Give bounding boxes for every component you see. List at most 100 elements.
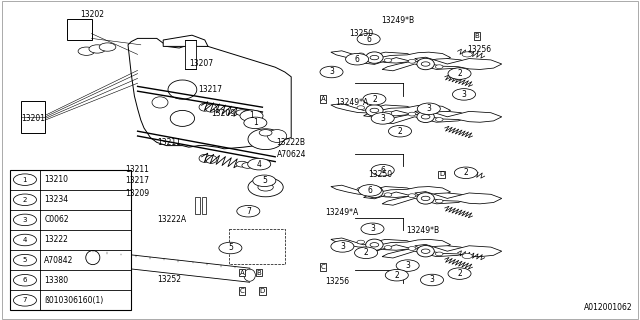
- Polygon shape: [331, 51, 418, 63]
- Ellipse shape: [248, 178, 283, 197]
- Text: 13380: 13380: [44, 276, 68, 285]
- Polygon shape: [364, 105, 451, 117]
- Text: 6: 6: [367, 186, 372, 195]
- Circle shape: [253, 175, 276, 187]
- Text: 13202: 13202: [80, 10, 104, 19]
- Circle shape: [259, 130, 272, 136]
- Polygon shape: [415, 57, 502, 69]
- Text: 13201: 13201: [21, 114, 45, 123]
- Circle shape: [358, 185, 381, 196]
- Circle shape: [371, 164, 394, 176]
- Circle shape: [435, 252, 443, 256]
- Polygon shape: [331, 238, 418, 250]
- Circle shape: [346, 53, 369, 65]
- Circle shape: [13, 234, 36, 246]
- Ellipse shape: [248, 129, 283, 150]
- Text: C: C: [239, 288, 244, 294]
- Text: 13252: 13252: [157, 276, 181, 284]
- Text: 13210: 13210: [44, 175, 68, 184]
- Text: 1: 1: [253, 118, 258, 127]
- Ellipse shape: [365, 105, 383, 116]
- Text: A70624: A70624: [276, 150, 306, 159]
- Circle shape: [396, 260, 419, 271]
- Circle shape: [99, 43, 116, 51]
- Text: A: A: [321, 96, 326, 102]
- Circle shape: [420, 274, 444, 286]
- Text: 13250: 13250: [349, 29, 373, 38]
- Circle shape: [13, 174, 36, 185]
- Circle shape: [408, 194, 416, 197]
- Circle shape: [462, 52, 472, 57]
- Circle shape: [384, 246, 392, 249]
- Text: 5: 5: [228, 244, 233, 252]
- Circle shape: [357, 106, 365, 109]
- Text: 13217: 13217: [125, 176, 149, 185]
- Text: C0062: C0062: [44, 215, 68, 224]
- Circle shape: [244, 117, 267, 129]
- Circle shape: [242, 111, 253, 117]
- Text: 4: 4: [23, 237, 27, 243]
- Circle shape: [242, 163, 253, 168]
- Text: 6: 6: [366, 35, 371, 44]
- Circle shape: [454, 167, 477, 179]
- Text: 13256: 13256: [325, 277, 349, 286]
- Text: 13249*A: 13249*A: [335, 98, 368, 107]
- Text: 13222A: 13222A: [157, 215, 186, 224]
- Ellipse shape: [268, 130, 287, 142]
- Text: 3: 3: [340, 242, 345, 251]
- Text: 13256: 13256: [467, 45, 492, 54]
- Ellipse shape: [168, 80, 197, 99]
- Text: 13222B: 13222B: [276, 138, 305, 147]
- Polygon shape: [415, 110, 502, 122]
- Circle shape: [258, 183, 273, 191]
- Circle shape: [248, 158, 271, 170]
- Text: 2: 2: [372, 95, 377, 104]
- Text: 3: 3: [461, 90, 467, 99]
- Circle shape: [435, 65, 443, 68]
- Circle shape: [248, 112, 259, 118]
- Circle shape: [236, 161, 248, 167]
- Circle shape: [361, 223, 384, 235]
- Text: 2: 2: [457, 269, 462, 278]
- Text: 3: 3: [329, 68, 334, 76]
- Circle shape: [462, 253, 472, 259]
- Polygon shape: [364, 187, 451, 199]
- Ellipse shape: [365, 186, 383, 198]
- Text: 6: 6: [355, 55, 360, 64]
- Circle shape: [417, 103, 440, 115]
- Circle shape: [371, 113, 394, 124]
- Text: 13222: 13222: [44, 236, 68, 244]
- Polygon shape: [364, 52, 451, 64]
- Text: C: C: [321, 264, 326, 270]
- Circle shape: [421, 196, 430, 201]
- Text: 13249*B: 13249*B: [406, 226, 440, 235]
- Bar: [67, 19, 92, 40]
- Circle shape: [331, 241, 354, 252]
- Circle shape: [219, 242, 242, 254]
- Text: 1: 1: [22, 177, 28, 183]
- Text: 5: 5: [262, 176, 267, 185]
- Text: 2: 2: [463, 168, 468, 177]
- Circle shape: [385, 269, 408, 281]
- Text: 3: 3: [426, 104, 431, 113]
- Circle shape: [357, 240, 365, 244]
- Polygon shape: [128, 38, 291, 149]
- Circle shape: [13, 194, 36, 205]
- Circle shape: [13, 254, 36, 266]
- Circle shape: [435, 118, 443, 121]
- Text: 13211: 13211: [157, 138, 180, 147]
- Text: 4: 4: [257, 160, 262, 169]
- Polygon shape: [382, 246, 469, 258]
- Text: 7: 7: [246, 207, 251, 216]
- Circle shape: [408, 112, 416, 116]
- Circle shape: [421, 115, 430, 119]
- Ellipse shape: [205, 156, 217, 163]
- Polygon shape: [382, 193, 469, 205]
- Text: 2: 2: [397, 127, 403, 136]
- Text: 1: 1: [249, 111, 254, 120]
- Circle shape: [408, 60, 416, 63]
- Ellipse shape: [170, 110, 195, 126]
- Polygon shape: [382, 59, 469, 71]
- Text: ß010306160(1): ß010306160(1): [44, 296, 104, 305]
- Text: 13234: 13234: [44, 195, 68, 204]
